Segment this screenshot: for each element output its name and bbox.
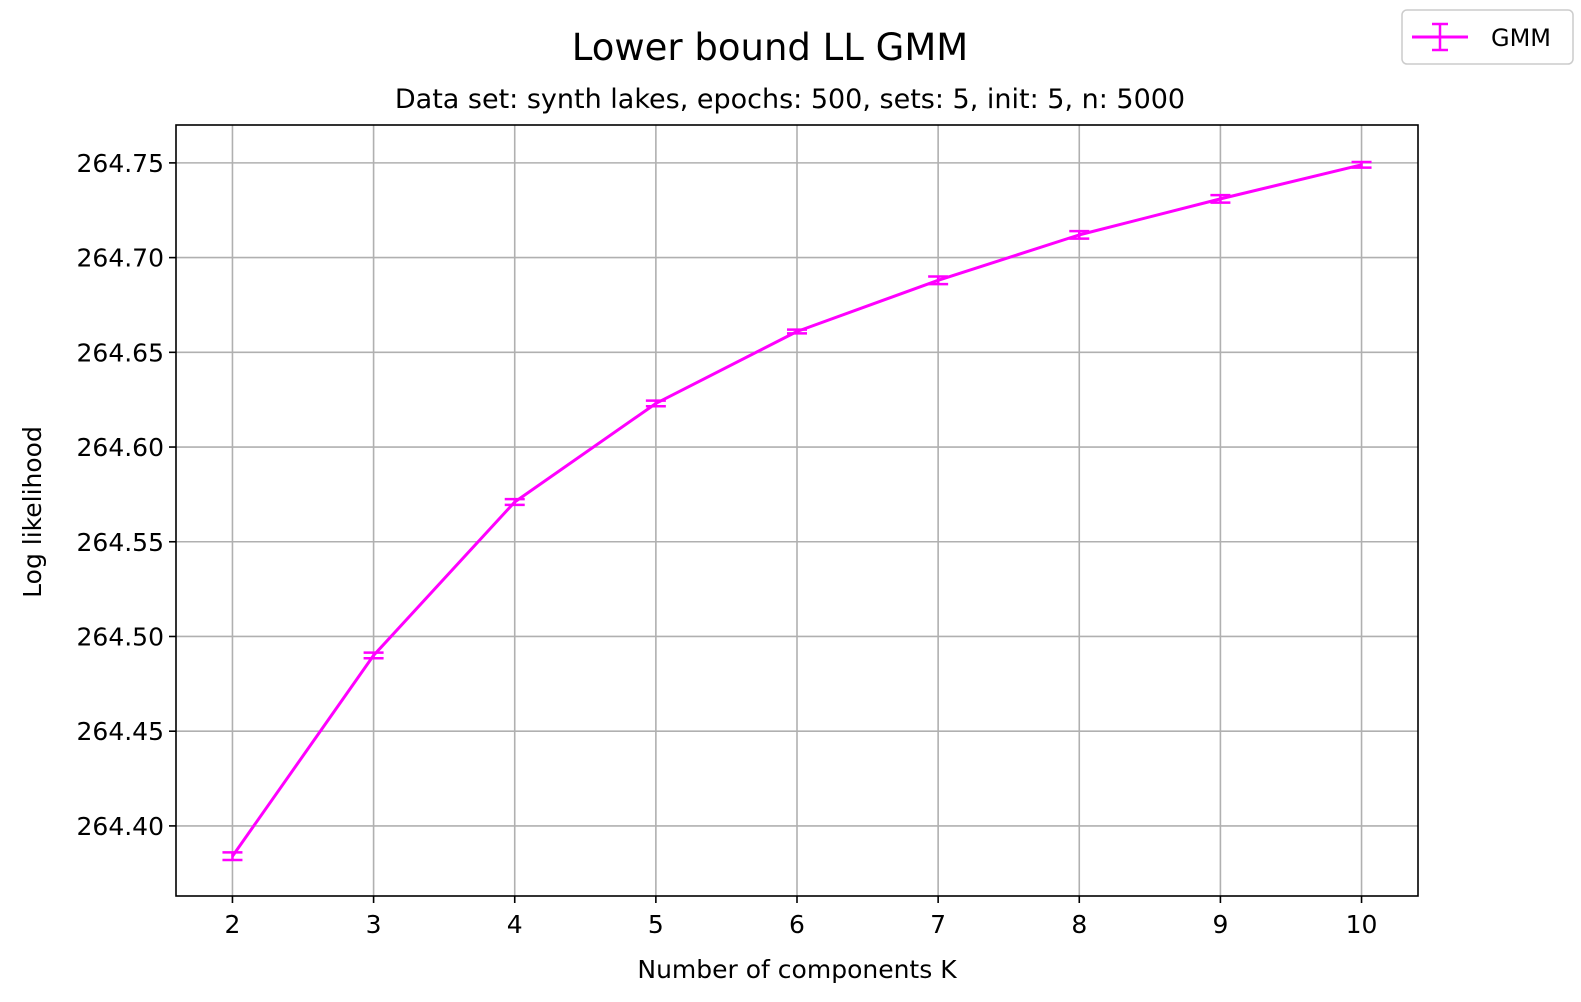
error-bar xyxy=(504,497,525,507)
error-bar xyxy=(363,651,384,660)
y-tick-label: 264.70 xyxy=(77,244,164,273)
y-axis-label: Log likelihood xyxy=(18,426,47,598)
x-tick-label: 9 xyxy=(1212,910,1228,939)
y-tick-label: 264.60 xyxy=(77,433,164,462)
grid xyxy=(176,125,1418,896)
chart-title: Lower bound LL GMM xyxy=(572,26,968,69)
x-tick-label: 3 xyxy=(366,910,382,939)
y-tick-label: 264.50 xyxy=(77,622,164,651)
error-bar xyxy=(222,851,243,862)
x-tick-label: 6 xyxy=(789,910,805,939)
series xyxy=(222,160,1372,862)
x-tick-label: 8 xyxy=(1071,910,1087,939)
error-bar xyxy=(928,275,949,286)
y-tick-label: 264.40 xyxy=(77,812,164,841)
ticks: 2 3 4 5 6 7 8 9 10 264.40 264.45 264.50 264.55 264.60… xyxy=(77,149,1378,939)
x-tick-label: 5 xyxy=(648,910,664,939)
y-tick-label: 264.65 xyxy=(77,338,164,367)
x-tick-label: 2 xyxy=(225,910,241,939)
error-bar xyxy=(787,328,807,335)
plot-area-frame xyxy=(175,124,1419,897)
error-bar xyxy=(1210,193,1231,204)
legend[interactable]: GMM xyxy=(1401,9,1574,65)
y-tick-label: 264.55 xyxy=(77,528,164,557)
error-bar xyxy=(645,399,666,408)
legend-label: GMM xyxy=(1491,24,1551,52)
y-tick-label: 264.75 xyxy=(77,149,164,178)
error-bar xyxy=(1351,160,1372,169)
x-tick-label: 7 xyxy=(930,910,946,939)
x-tick-label: 10 xyxy=(1346,910,1378,939)
x-tick-label: 4 xyxy=(507,910,523,939)
y-tick-label: 264.45 xyxy=(77,717,164,746)
x-axis-label: Number of components K xyxy=(637,955,957,984)
error-bar xyxy=(1069,229,1090,240)
chart-subtitle: Data set: synth lakes, epochs: 500, sets… xyxy=(395,84,1185,115)
